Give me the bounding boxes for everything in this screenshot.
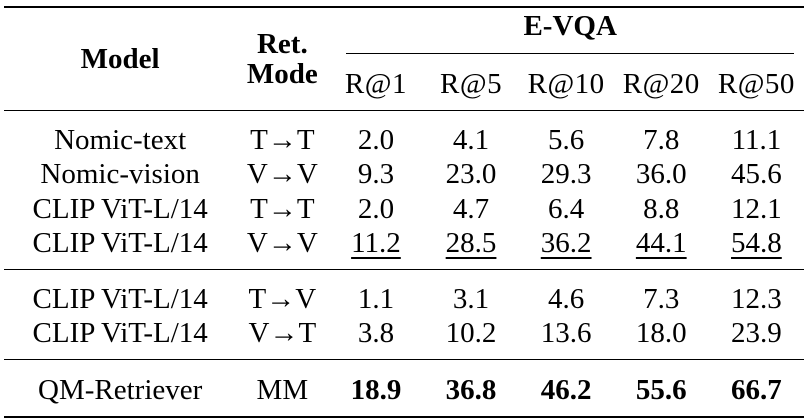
metric-header: R@1 bbox=[344, 67, 407, 100]
table-row: Nomic-vision V→V 9.3 23.0 29.3 36.0 45.6 bbox=[4, 158, 804, 193]
value-cell: 5.6 bbox=[548, 123, 585, 156]
value-cell: 9.3 bbox=[357, 158, 395, 191]
table-row: CLIP ViT-L/14 V→T 3.8 10.2 13.6 18.0 23.… bbox=[4, 317, 804, 360]
value-cell: 36.0 bbox=[635, 158, 687, 191]
value-cell: 12.3 bbox=[731, 282, 782, 315]
value-cell-underlined: 11.2 bbox=[328, 227, 423, 270]
header-row-2: R@1 R@5 R@10 R@20 R@50 bbox=[4, 58, 804, 111]
value-cell-underlined: 36.2 bbox=[519, 227, 614, 270]
value-cell: 7.8 bbox=[643, 123, 680, 156]
value-cell: 1.1 bbox=[357, 282, 395, 315]
value-cell-underlined: 28.5 bbox=[424, 227, 519, 270]
evqa-group-header: E-VQA bbox=[328, 7, 804, 58]
underlined-value: 11.2 bbox=[351, 227, 401, 260]
underlined-value: 44.1 bbox=[635, 227, 687, 260]
header-row-1: Model Ret. Mode E-VQA bbox=[4, 7, 804, 89]
mode-cell: T→T bbox=[250, 123, 315, 156]
model-cell: CLIP ViT-L/14 bbox=[32, 282, 208, 315]
table-row-final: QM-Retriever MM 18.9 36.8 46.2 55.6 66.7 bbox=[4, 359, 804, 417]
value-cell: 13.6 bbox=[540, 317, 592, 350]
value-cell: 2.0 bbox=[357, 123, 395, 156]
model-cell: Nomic-text bbox=[54, 123, 187, 156]
model-cell: CLIP ViT-L/14 bbox=[32, 227, 208, 260]
value-cell: 4.7 bbox=[452, 192, 490, 225]
value-cell: 45.6 bbox=[731, 158, 782, 191]
value-cell-bold: 66.7 bbox=[731, 373, 782, 406]
underlined-value: 54.8 bbox=[731, 227, 782, 260]
value-cell: 11.1 bbox=[731, 123, 782, 156]
mode-column-header: Ret. Mode bbox=[236, 7, 328, 111]
value-cell-underlined: 54.8 bbox=[709, 227, 804, 270]
model-cell: QM-Retriever bbox=[38, 373, 203, 406]
metric-header: R@50 bbox=[717, 67, 795, 100]
value-cell: 7.3 bbox=[643, 282, 680, 315]
value-cell: 3.1 bbox=[452, 282, 490, 315]
model-cell: CLIP ViT-L/14 bbox=[32, 317, 208, 350]
mode-cell: MM bbox=[256, 373, 309, 406]
value-cell: 23.0 bbox=[445, 158, 497, 191]
value-cell: 4.1 bbox=[452, 123, 490, 156]
mode-header-line1: Ret. bbox=[256, 27, 308, 60]
value-cell: 12.1 bbox=[731, 192, 782, 225]
value-cell: 8.8 bbox=[643, 192, 680, 225]
value-cell: 18.0 bbox=[635, 317, 687, 350]
value-cell: 3.8 bbox=[357, 317, 395, 350]
underlined-value: 36.2 bbox=[540, 227, 592, 260]
metric-header: R@5 bbox=[440, 67, 503, 100]
value-cell: 6.4 bbox=[548, 192, 585, 225]
mode-cell: V→V bbox=[246, 158, 318, 191]
value-cell-underlined: 44.1 bbox=[614, 227, 709, 270]
table-row: CLIP ViT-L/14 T→T 2.0 4.7 6.4 8.8 12.1 bbox=[4, 192, 804, 227]
value-cell: 23.9 bbox=[731, 317, 782, 350]
mode-cell: V→V bbox=[246, 227, 318, 260]
table-row: CLIP ViT-L/14 V→V 11.2 28.5 36.2 44.1 54… bbox=[4, 227, 804, 270]
mode-header-line2: Mode bbox=[246, 58, 318, 90]
value-cell-bold: 36.8 bbox=[445, 373, 497, 406]
value-cell-bold: 46.2 bbox=[540, 373, 592, 406]
value-cell: 2.0 bbox=[357, 192, 395, 225]
mode-cell: V→T bbox=[248, 317, 317, 350]
mode-cell: T→T bbox=[250, 192, 315, 225]
results-table: Model Ret. Mode E-VQA R@1 R@5 R@10 R@20 … bbox=[4, 6, 804, 418]
evqa-group-label: E-VQA bbox=[523, 10, 617, 42]
table-row: CLIP ViT-L/14 T→V 1.1 3.1 4.6 7.3 12.3 bbox=[4, 269, 804, 317]
table-row: Nomic-text T→T 2.0 4.1 5.6 7.8 11.1 bbox=[4, 110, 804, 158]
model-cell: Nomic-vision bbox=[40, 158, 200, 191]
value-cell: 4.6 bbox=[548, 282, 585, 315]
value-cell: 10.2 bbox=[445, 317, 497, 350]
value-cell: 29.3 bbox=[540, 158, 592, 191]
model-cell: CLIP ViT-L/14 bbox=[32, 192, 208, 225]
model-column-header: Model bbox=[80, 42, 160, 75]
metric-header: R@20 bbox=[622, 67, 700, 100]
underlined-value: 28.5 bbox=[445, 227, 497, 260]
value-cell-bold: 18.9 bbox=[350, 373, 402, 406]
value-cell-bold: 55.6 bbox=[635, 373, 687, 406]
mode-cell: T→V bbox=[248, 282, 317, 315]
metric-header: R@10 bbox=[527, 67, 605, 100]
